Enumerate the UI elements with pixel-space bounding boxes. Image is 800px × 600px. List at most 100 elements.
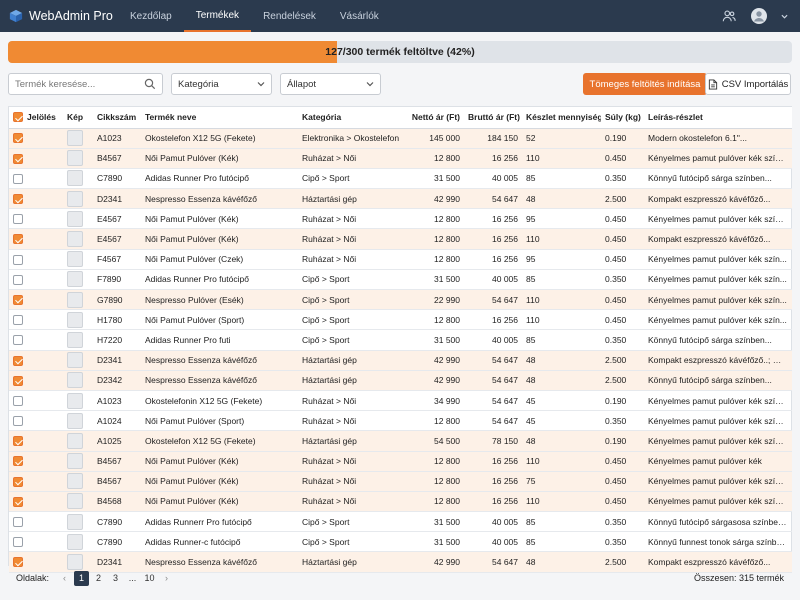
table-row[interactable]: D2341 Nespresso Essenza kávéfőző Háztartás… bbox=[9, 551, 792, 573]
row-checkbox[interactable] bbox=[13, 517, 23, 528]
row-checkbox[interactable] bbox=[13, 476, 23, 487]
chevron-down-icon[interactable] bbox=[781, 13, 788, 20]
row-checkbox[interactable] bbox=[13, 496, 23, 507]
search-icon[interactable] bbox=[144, 78, 156, 90]
table-row[interactable]: B4567 Női Pamut Pulóver (Kék) Ruházat > Nő… bbox=[9, 471, 792, 492]
users-icon[interactable] bbox=[721, 8, 737, 24]
row-checkbox[interactable] bbox=[13, 294, 23, 305]
product-thumbnail[interactable] bbox=[67, 190, 83, 207]
header-gross-price[interactable]: Bruttó ár (Ft) bbox=[464, 107, 522, 129]
table-row[interactable]: D2341 Nespresso Essenza kávéfőző Háztartás… bbox=[9, 188, 792, 210]
table-row[interactable]: A1024 Női Pamut Pulóver (Sport) Ruházat > … bbox=[9, 410, 792, 432]
product-thumbnail[interactable] bbox=[67, 231, 83, 248]
nav-item-home[interactable]: Kezdőlap bbox=[130, 10, 172, 22]
product-thumbnail[interactable] bbox=[67, 210, 83, 227]
row-checkbox[interactable] bbox=[13, 557, 23, 568]
product-thumbnail[interactable] bbox=[67, 554, 83, 571]
product-thumbnail[interactable] bbox=[67, 170, 83, 187]
product-thumbnail[interactable] bbox=[67, 251, 83, 268]
product-thumbnail[interactable] bbox=[67, 372, 83, 389]
nav-item-orders[interactable]: Rendelések bbox=[263, 10, 316, 22]
avatar-icon[interactable] bbox=[751, 8, 767, 24]
table-row[interactable]: D2341 Nespresso Essenza kávéfőző Háztartás… bbox=[9, 350, 792, 371]
cell-select bbox=[9, 370, 63, 391]
table-row[interactable]: C7890 Adidas Runnerr Pro futócipő Cipő > S… bbox=[9, 511, 792, 533]
table-row[interactable]: C7890 Adidas Runner-c futócipő Cipő > Spor… bbox=[9, 531, 792, 553]
row-checkbox[interactable] bbox=[13, 416, 23, 427]
row-checkbox[interactable] bbox=[13, 395, 23, 406]
row-checkbox[interactable] bbox=[13, 133, 23, 144]
next-page-button[interactable]: › bbox=[165, 573, 169, 583]
row-checkbox[interactable] bbox=[13, 436, 23, 447]
category-select[interactable]: Kategória bbox=[171, 73, 272, 95]
product-thumbnail[interactable] bbox=[67, 473, 83, 490]
search-input[interactable] bbox=[15, 78, 135, 90]
table-row[interactable]: B4568 Női Pamut Pulóver (Kék) Ruházat > Nő… bbox=[9, 491, 792, 513]
bulk-upload-button[interactable]: Tömeges feltöltés indítása bbox=[583, 73, 707, 95]
header-sku[interactable]: Cikkszám bbox=[93, 107, 141, 129]
product-thumbnail[interactable] bbox=[67, 130, 83, 147]
product-thumbnail[interactable] bbox=[67, 392, 83, 409]
page-button[interactable]: 1 bbox=[74, 570, 90, 586]
page-button[interactable]: 10 bbox=[144, 573, 155, 583]
table-row[interactable]: E4567 Női Pamut Pulóver (Kék) Ruházat > Nő… bbox=[9, 228, 792, 250]
row-checkbox[interactable] bbox=[13, 234, 23, 245]
row-checkbox[interactable] bbox=[13, 274, 23, 285]
product-thumbnail[interactable] bbox=[67, 412, 83, 429]
product-thumbnail[interactable] bbox=[67, 453, 83, 470]
row-checkbox[interactable] bbox=[13, 456, 23, 467]
page-button[interactable]: 2 bbox=[96, 573, 102, 583]
search-box[interactable] bbox=[8, 73, 163, 95]
row-checkbox[interactable] bbox=[13, 315, 23, 326]
table-row[interactable]: A1025 Okostelefon X12 5G (Fekete) Háztartá… bbox=[9, 430, 792, 452]
header-stock[interactable]: Készlet mennyiség bbox=[522, 107, 601, 129]
product-thumbnail[interactable] bbox=[67, 291, 83, 308]
product-thumbnail[interactable] bbox=[67, 331, 83, 348]
product-thumbnail[interactable] bbox=[67, 352, 83, 369]
row-checkbox[interactable] bbox=[13, 375, 23, 386]
table-row[interactable]: A1023 Okostelefon X12 5G (Fekete) Elektron… bbox=[9, 128, 792, 149]
page-button[interactable]: 3 bbox=[113, 573, 119, 583]
table-row[interactable]: B4567 Női Pamut Pulóver (Kék) Ruházat > Nő… bbox=[9, 451, 792, 472]
table-row[interactable]: F4567 Női Pamut Pulóver (Czek) Ruházat > N… bbox=[9, 249, 792, 270]
table-row[interactable]: E4567 Női Pamut Pulóver (Kék) Ruházat > Nő… bbox=[9, 208, 792, 230]
header-weight[interactable]: Súly (kg) bbox=[601, 107, 644, 129]
header-select[interactable]: Jelölés bbox=[9, 107, 63, 129]
table-row[interactable]: G7890 Nespresso Pulóver (Esék) Cipő > Spor… bbox=[9, 289, 792, 311]
select-all-checkbox[interactable] bbox=[13, 112, 23, 123]
cell-image bbox=[63, 471, 93, 492]
product-thumbnail[interactable] bbox=[67, 432, 83, 449]
row-checkbox[interactable] bbox=[13, 537, 23, 548]
table-row[interactable]: H1780 Női Pamut Pulóver (Sport) Cipő > Spo… bbox=[9, 309, 792, 331]
row-checkbox[interactable] bbox=[13, 335, 23, 346]
row-checkbox[interactable] bbox=[13, 194, 23, 205]
header-name[interactable]: Termék neve bbox=[141, 107, 298, 129]
brand[interactable]: WebAdmin Pro bbox=[0, 9, 118, 23]
row-checkbox[interactable] bbox=[13, 355, 23, 366]
table-row[interactable]: H7220 Adidas Runner Pro futi Cipő > Sport 3… bbox=[9, 329, 792, 351]
product-thumbnail[interactable] bbox=[67, 493, 83, 510]
nav-item-products[interactable]: Termékek bbox=[183, 0, 252, 32]
row-checkbox[interactable] bbox=[13, 173, 23, 184]
table-row[interactable]: C7890 Adidas Runner Pro futócipő Cipő > Sp… bbox=[9, 168, 792, 190]
product-thumbnail[interactable] bbox=[67, 271, 83, 288]
row-checkbox[interactable] bbox=[13, 214, 23, 225]
header-net-price[interactable]: Nettó ár (Ft) bbox=[406, 107, 464, 129]
category-select-value: Kategória bbox=[178, 78, 219, 90]
cell-select bbox=[9, 309, 63, 331]
table-row[interactable]: B4567 Női Pamut Pulóver (Kék) Ruházat > Nő… bbox=[9, 148, 792, 169]
product-thumbnail[interactable] bbox=[67, 311, 83, 328]
nav-item-customers[interactable]: Vásárlók bbox=[339, 10, 379, 22]
product-thumbnail[interactable] bbox=[67, 150, 83, 167]
csv-import-button[interactable]: CSV Importálás bbox=[705, 73, 791, 95]
table-row[interactable]: F7890 Adidas Runner Pro futócipő Cipő > Sp… bbox=[9, 269, 792, 291]
table-row[interactable]: A1023 Okostelefonin X12 5G (Fekete) Ruháza… bbox=[9, 390, 792, 412]
row-checkbox[interactable] bbox=[13, 153, 23, 164]
row-checkbox[interactable] bbox=[13, 254, 23, 265]
status-select[interactable]: Állapot bbox=[280, 73, 381, 95]
product-thumbnail[interactable] bbox=[67, 533, 83, 550]
table-row[interactable]: D2342 Nespresso Essenza kávéfőző Háztartás… bbox=[9, 370, 792, 391]
header-category[interactable]: Kategória bbox=[298, 107, 406, 129]
product-thumbnail[interactable] bbox=[67, 513, 83, 530]
prev-page-button[interactable]: ‹ bbox=[63, 573, 67, 583]
